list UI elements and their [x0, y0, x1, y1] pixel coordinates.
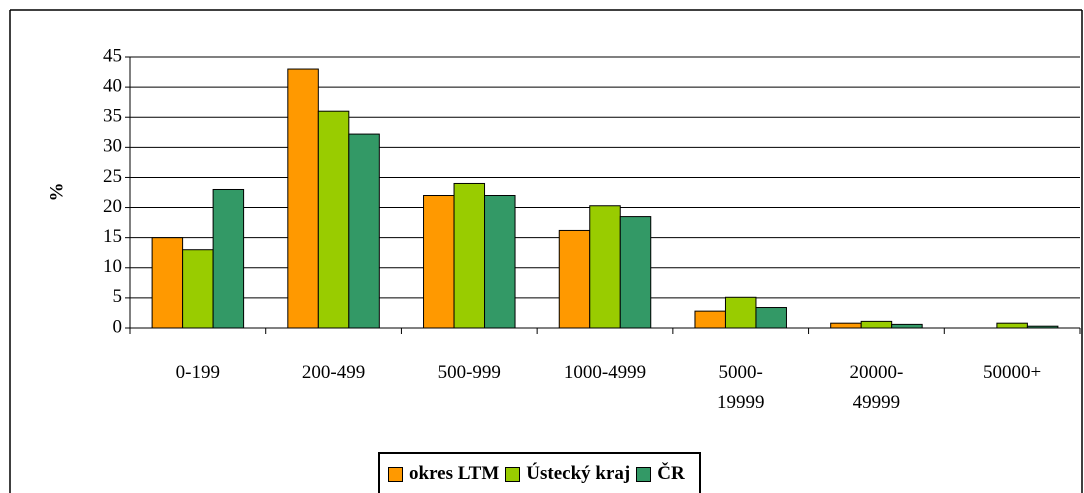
legend-swatch: [388, 466, 403, 482]
legend-item: Ústecký kraj: [505, 463, 630, 485]
x-tick-label: 1000-4999: [563, 362, 647, 383]
legend-swatch: [505, 466, 521, 482]
y-tick-label: 20: [103, 196, 122, 217]
legend-swatch: [636, 466, 652, 482]
y-tick-label: 30: [103, 136, 122, 157]
x-tick-label: 20000-49999: [849, 362, 904, 413]
bar: [755, 307, 787, 329]
bar: [619, 216, 652, 329]
bar: [453, 182, 486, 329]
bar: [212, 188, 245, 329]
y-tick-label: 35: [103, 106, 122, 127]
bar: [558, 229, 591, 329]
bar: [287, 68, 319, 329]
x-tick-label: 50000+: [983, 362, 1042, 383]
bar: [182, 249, 214, 329]
bar: [830, 322, 862, 329]
legend: okres LTM Ústecký kraj ČR: [378, 452, 701, 493]
y-tick-label: 0: [113, 316, 123, 337]
y-tick-label: 45: [103, 45, 122, 66]
x-tick-label: 500-999: [437, 362, 501, 383]
x-tick-label: 0-199: [175, 362, 220, 383]
legend-label: Ústecký kraj: [526, 463, 631, 484]
legend-label: okres LTM: [409, 463, 500, 484]
legend-label: ČR: [657, 463, 685, 484]
y-axis-label: %: [46, 183, 67, 202]
y-tick-label: 15: [103, 226, 122, 247]
y-tick-label: 25: [103, 166, 122, 187]
x-tick-label: 5000-19999: [716, 362, 765, 413]
y-tick-label: 40: [103, 75, 122, 96]
bar: [860, 320, 893, 329]
bar: [151, 237, 184, 329]
y-tick-label: 10: [103, 256, 122, 277]
bar: [589, 205, 621, 329]
bar: [891, 323, 923, 329]
bar: [694, 310, 726, 329]
bar: [317, 110, 350, 329]
bar: [996, 322, 1028, 329]
y-tick-label: 5: [113, 286, 123, 307]
bar: [348, 133, 380, 329]
x-tick-label: 200-499: [301, 362, 366, 383]
legend-item: okres LTM: [388, 463, 499, 485]
bar: [484, 195, 516, 329]
bar: [423, 195, 455, 329]
legend-item: ČR: [636, 463, 685, 485]
bar: [724, 296, 757, 329]
